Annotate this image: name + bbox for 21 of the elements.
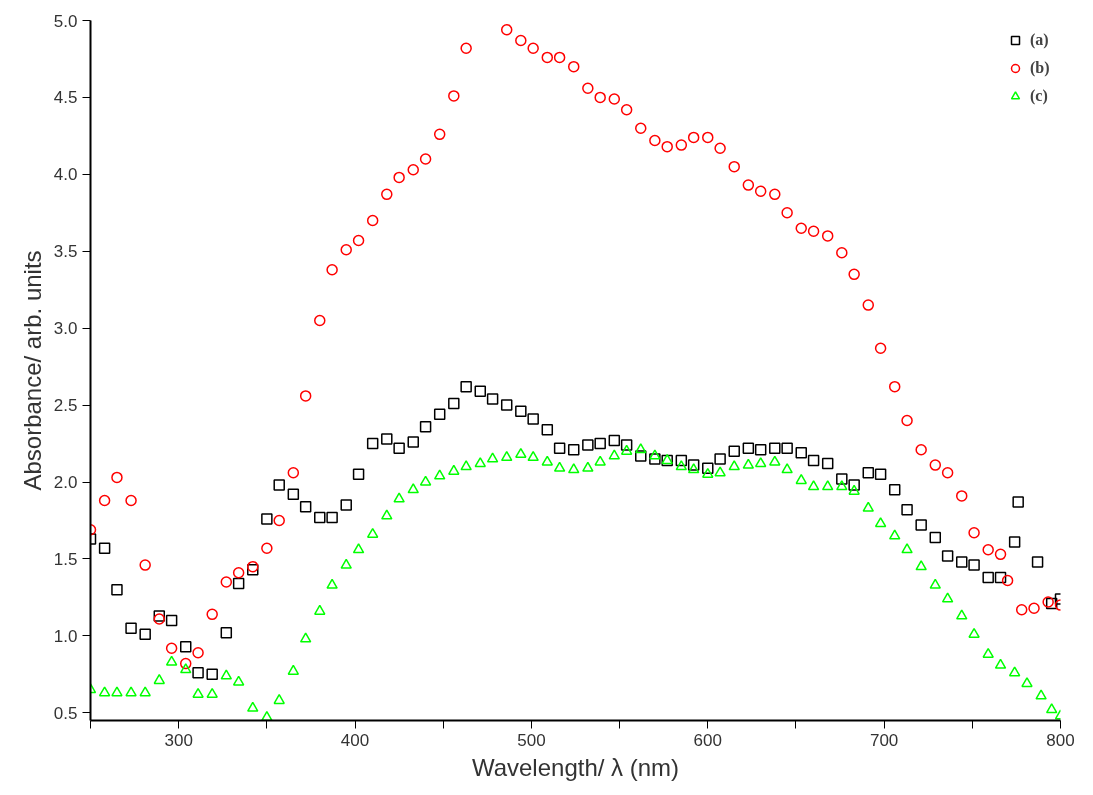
y-tick-label: 2.0 [53,473,78,493]
y-tick-label: 1.5 [53,549,78,569]
y-tick-label: 3.5 [53,242,78,262]
x-axis-title: Wavelength/ λ (nm) [471,753,680,781]
y-tick-label: 4.5 [53,88,78,108]
legend-label: (a) [1030,31,1050,49]
y-tick-label: 0.5 [53,703,78,723]
x-tick-label: 400 [340,730,370,750]
y-axis-title: Absorbance/ arb. units [18,250,46,491]
x-tick-label: 700 [869,730,899,750]
x-tick-label: 500 [517,730,546,750]
x-tick-label: 600 [693,730,722,750]
y-tick-label: 1.0 [53,626,78,646]
legend-label: (b) [1030,59,1050,77]
legend-label: (c) [1030,87,1049,105]
y-tick-label: 3.0 [53,319,78,339]
x-tick-label: 800 [1046,730,1075,750]
y-tick-label: 4.0 [53,165,78,185]
y-tick-label: 2.5 [53,396,78,416]
x-tick-label: 300 [164,730,193,750]
y-tick-label: 5.0 [53,11,78,31]
